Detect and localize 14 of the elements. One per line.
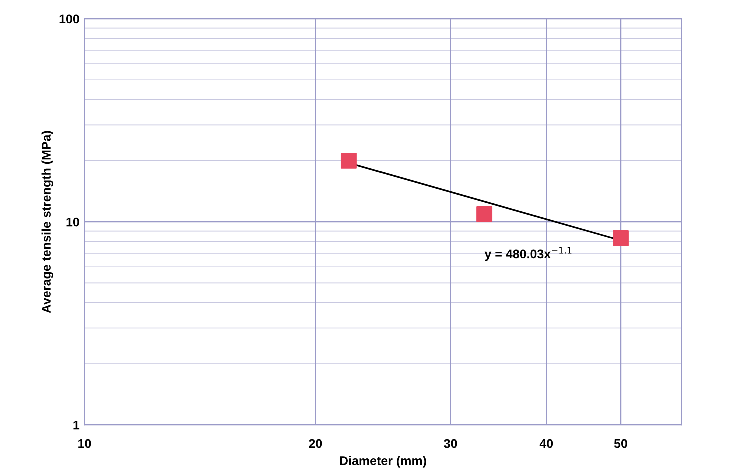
x-axis-title: Diameter (mm) — [340, 456, 426, 468]
point — [476, 206, 493, 222]
x-tick-label: 10 — [78, 439, 92, 448]
point — [340, 152, 357, 169]
x-tick-label: 30 — [444, 439, 458, 448]
annotation: y = 480.03x$^{−1.1}$ — [484, 247, 572, 262]
x-tick-label: 40 — [540, 439, 554, 448]
y-tick-label: 100 — [60, 14, 80, 24]
y-tick-label: 1 — [74, 421, 80, 430]
point — [613, 230, 629, 246]
x-tick-label: 20 — [309, 439, 322, 448]
y-tick-label: 10 — [66, 218, 80, 227]
y-axis-title: Average tensile strength (MPa) — [42, 131, 54, 314]
x-tick-label: 50 — [614, 439, 628, 448]
